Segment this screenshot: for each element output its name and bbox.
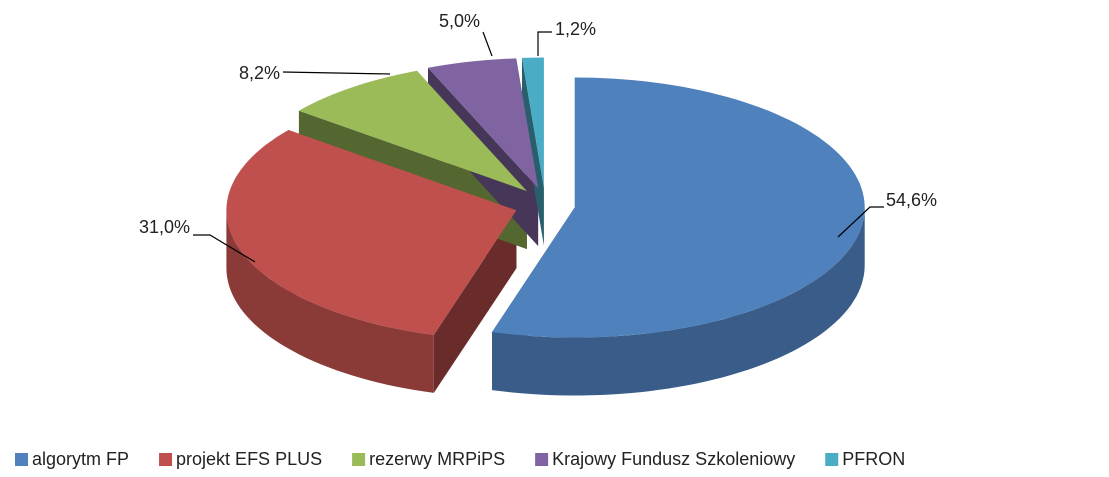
- leader-line: [537, 31, 552, 56]
- legend-swatch: [159, 453, 173, 466]
- legend-swatch: [535, 453, 549, 466]
- legend-label: algorytm FP: [32, 449, 129, 469]
- legend-swatch: [352, 453, 366, 466]
- slice-tops: [226, 57, 865, 338]
- legend-label: projekt EFS PLUS: [176, 449, 322, 469]
- outer-wall: [492, 207, 865, 396]
- data-label: 1,2%: [555, 19, 596, 39]
- data-labels: 54,6% 31,0% 8,2% 5,0% 1,2%: [139, 11, 937, 263]
- leader-line: [482, 31, 493, 57]
- legend-swatch: [15, 453, 28, 466]
- pie-slice: [428, 58, 539, 189]
- pie-slice: [492, 77, 865, 338]
- radial-wall: [522, 57, 544, 246]
- pie-slice: [298, 70, 527, 192]
- legend-label: Krajowy Fundusz Szkoleniowy: [552, 449, 795, 469]
- legend-label: rezerwy MRPiPS: [369, 449, 505, 469]
- legend-label: PFRON: [842, 449, 905, 469]
- legend-swatch: [825, 453, 839, 466]
- legend: algorytm FP projekt EFS PLUS rezerwy MRPiP…: [15, 449, 905, 469]
- leader-line: [282, 71, 391, 75]
- data-label: 8,2%: [239, 63, 280, 83]
- leader-line: [193, 234, 256, 263]
- pie-slice: [226, 130, 517, 335]
- data-label: 54,6%: [886, 190, 937, 210]
- leader-line: [837, 206, 884, 238]
- data-label: 5,0%: [439, 11, 480, 31]
- outer-wall: [226, 210, 434, 393]
- pie-slice: [522, 57, 544, 188]
- data-label: 31,0%: [139, 217, 190, 237]
